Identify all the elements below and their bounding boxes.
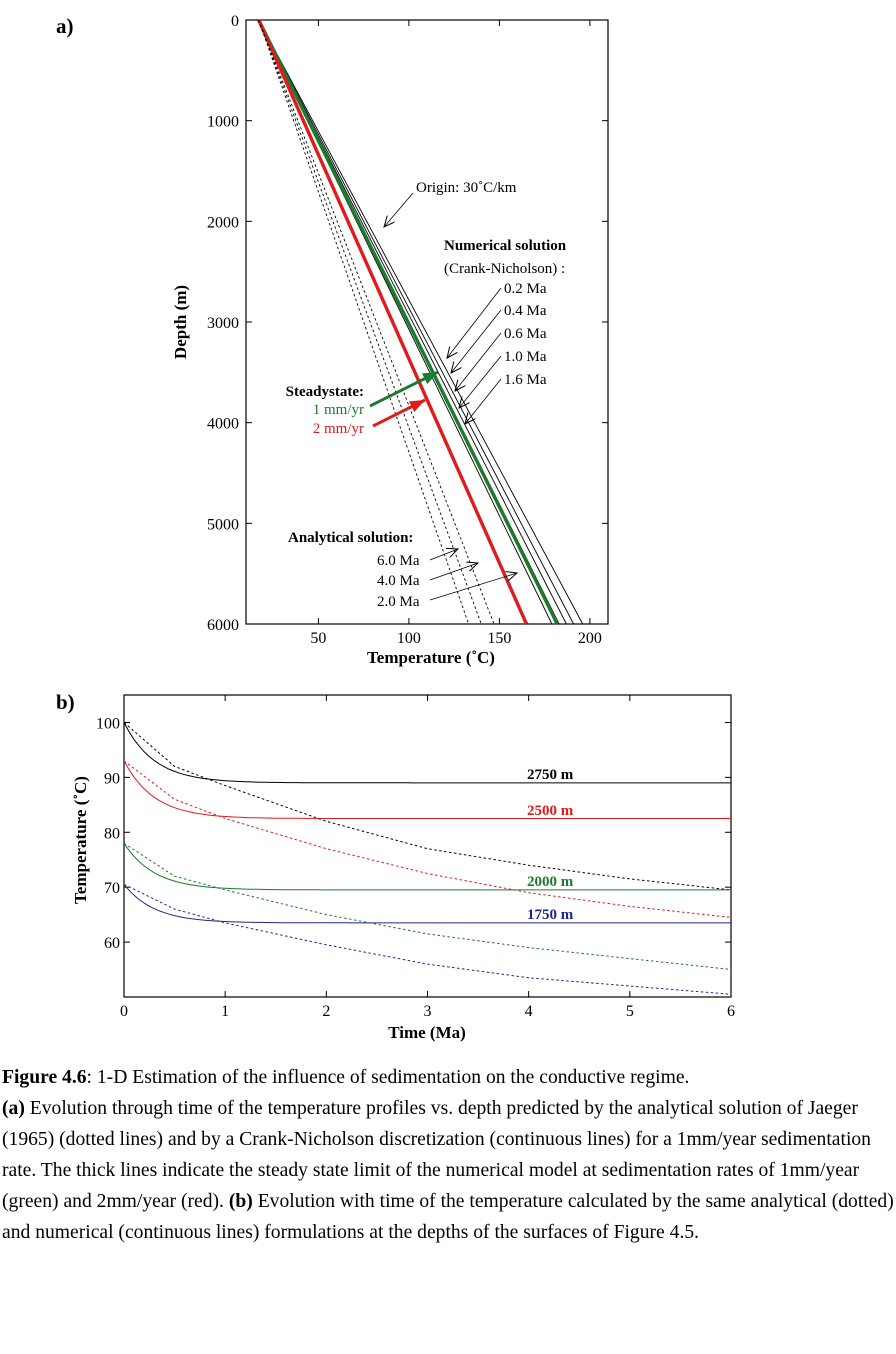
numerical-line [258, 19, 574, 625]
analytical-line-2000m [123, 842, 732, 970]
y-tick-label: 5000 [207, 516, 239, 533]
analytical-line-2750m [123, 722, 732, 891]
steadystate-title: Steadystate: [286, 384, 364, 400]
numerical-time-label: 0.4 Ma [504, 303, 547, 319]
steadystate-2mm-label: 2 mm/yr [313, 421, 364, 437]
x-tick-label: 3 [424, 1003, 432, 1020]
x-tick-label: 150 [487, 630, 511, 647]
y-tick-label: 80 [104, 825, 120, 842]
analytical-line-2500m [123, 760, 732, 918]
numerical-time-label: 1.0 Ma [504, 349, 547, 365]
numerical-line-2750m [123, 722, 731, 784]
x-tick-label: 100 [397, 630, 421, 647]
caption-part-a-label: (a) [2, 1098, 25, 1119]
numerical-time-label: 0.2 Ma [504, 281, 547, 297]
steadystate-1mm-arrow [369, 370, 439, 408]
series-label-2000m: 2000 m [527, 874, 574, 890]
panel-b-y-axis-title: Temperature (˚C) [71, 776, 90, 904]
analytical-line [258, 19, 482, 625]
panel-a-depth-profiles: a) 50 100 150 2000100020003000400050006000 … [56, 13, 609, 667]
x-tick-label: 1 [221, 1003, 229, 1020]
numerical-line-2000m [123, 843, 731, 891]
origin-annotation: Origin: 30˚C/km [416, 180, 517, 196]
y-tick-label: 100 [96, 715, 120, 732]
numerical-time-arrow [451, 309, 502, 373]
caption-paragraph: Figure 4.6: 1-D Estimation of the influe… [2, 1062, 894, 1248]
panel-a-y-axis-title: Depth (m) [171, 285, 190, 359]
caption-part-b-label: (b) [228, 1191, 253, 1212]
analytical-time-arrow [429, 573, 517, 601]
numerical-time-arrow [459, 355, 502, 408]
panel-b-ticks: 0 1 2 3 4 5 6 60 70 80 90 100 [96, 695, 735, 1020]
panel-b-series [123, 722, 732, 995]
x-tick-label: 4 [525, 1003, 533, 1020]
numerical-line-1750m [123, 884, 731, 924]
y-tick-label: 6000 [207, 617, 239, 634]
numerical-time-label: 0.6 Ma [504, 326, 547, 342]
panel-a-series [257, 19, 584, 625]
panel-b-label: b) [56, 690, 75, 714]
y-tick-label: 1000 [207, 114, 239, 131]
panel-b-temperature-vs-time: b) 0 1 2 3 4 5 6 60 70 80 90 100 Time (Ma) Temperat… [56, 690, 735, 1042]
numerical-time-arrow [455, 332, 502, 391]
analytical-solution-title: Analytical solution: [288, 530, 413, 546]
analytical-line [258, 19, 470, 625]
x-tick-label: 50 [310, 630, 326, 647]
steadystate-line [257, 19, 529, 625]
numerical-line [258, 19, 584, 625]
x-tick-label: 0 [120, 1003, 128, 1020]
steadystate-1mm-label: 1 mm/yr [313, 402, 364, 418]
caption-text-intro: : 1-D Estimation of the influence of sed… [86, 1067, 690, 1088]
numerical-solution-subtitle: (Crank-Nicholson) : [444, 261, 565, 277]
y-tick-label: 3000 [207, 315, 239, 332]
analytical-time-arrow [429, 549, 458, 561]
figure-caption: Figure 4.6: 1-D Estimation of the influe… [2, 1062, 894, 1248]
panel-b-x-axis-title: Time (Ma) [388, 1023, 466, 1042]
x-tick-label: 200 [578, 630, 602, 647]
analytical-line-1750m [123, 883, 732, 995]
analytical-time-label: 6.0 Ma [377, 553, 420, 569]
analytical-line [258, 19, 495, 625]
figure: a) 50 100 150 2000100020003000400050006000 … [56, 13, 735, 1042]
numerical-time-label: 1.6 Ma [504, 372, 547, 388]
origin-arrow [384, 192, 414, 227]
series-label-1750m: 1750 m [527, 907, 574, 923]
y-tick-label: 60 [104, 935, 120, 952]
numerical-line-2500m [123, 760, 731, 819]
caption-text-part-a: Evolution through time of the temperatur… [2, 1098, 871, 1212]
numerical-time-arrow [465, 378, 502, 424]
x-tick-label: 6 [727, 1003, 735, 1020]
x-tick-label: 2 [322, 1003, 330, 1020]
series-label-2750m: 2750 m [527, 767, 574, 783]
steadystate-2mm-arrow [372, 398, 426, 428]
caption-figure-label: Figure 4.6 [2, 1067, 87, 1088]
panel-a-x-axis-title: Temperature (˚C) [367, 648, 495, 667]
y-tick-label: 0 [231, 13, 239, 30]
analytical-time-label: 2.0 Ma [377, 594, 420, 610]
panel-a-label: a) [56, 14, 74, 38]
panel-b-frame [123, 694, 732, 998]
numerical-time-arrow [447, 287, 502, 358]
y-tick-label: 4000 [207, 416, 239, 433]
y-tick-label: 2000 [207, 214, 239, 231]
steadystate-line [257, 19, 559, 625]
x-tick-label: 5 [626, 1003, 634, 1020]
series-label-2500m: 2500 m [527, 803, 574, 819]
analytical-time-label: 4.0 Ma [377, 573, 420, 589]
numerical-solution-title: Numerical solution [444, 238, 567, 254]
analytical-time-arrow [429, 563, 478, 581]
y-tick-label: 90 [104, 770, 120, 787]
caption-text-part-b: Evolution with time of the temperature c… [2, 1191, 894, 1243]
y-tick-label: 70 [104, 880, 120, 897]
